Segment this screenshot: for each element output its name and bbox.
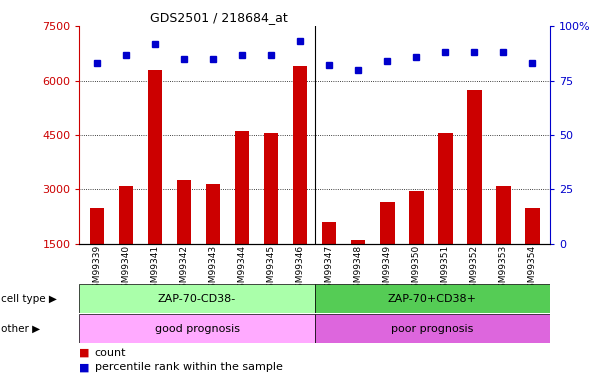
Bar <box>467 90 481 244</box>
Text: count: count <box>95 348 126 357</box>
Text: good prognosis: good prognosis <box>155 324 240 333</box>
Bar <box>119 186 133 244</box>
Bar <box>315 314 550 343</box>
Bar <box>90 207 104 244</box>
Bar <box>177 180 191 244</box>
Text: ZAP-70+CD38+: ZAP-70+CD38+ <box>388 294 477 303</box>
Text: percentile rank within the sample: percentile rank within the sample <box>95 363 282 372</box>
Bar <box>438 133 453 244</box>
Text: GDS2501 / 218684_at: GDS2501 / 218684_at <box>150 11 288 24</box>
Bar <box>322 222 337 244</box>
Text: ■: ■ <box>79 363 90 372</box>
Text: ZAP-70-CD38-: ZAP-70-CD38- <box>158 294 236 303</box>
Bar <box>148 70 162 244</box>
Text: cell type ▶: cell type ▶ <box>1 294 56 303</box>
Bar <box>293 66 307 244</box>
Bar <box>315 284 550 313</box>
Bar <box>496 186 511 244</box>
Bar <box>525 207 540 244</box>
Bar <box>79 314 315 343</box>
Bar <box>264 133 279 244</box>
Bar <box>351 240 365 244</box>
Bar <box>380 202 395 244</box>
Text: ■: ■ <box>79 348 90 357</box>
Bar <box>206 184 221 244</box>
Bar <box>79 284 315 313</box>
Text: poor prognosis: poor prognosis <box>391 324 474 333</box>
Bar <box>409 191 423 244</box>
Bar <box>235 131 249 244</box>
Text: other ▶: other ▶ <box>1 324 40 333</box>
